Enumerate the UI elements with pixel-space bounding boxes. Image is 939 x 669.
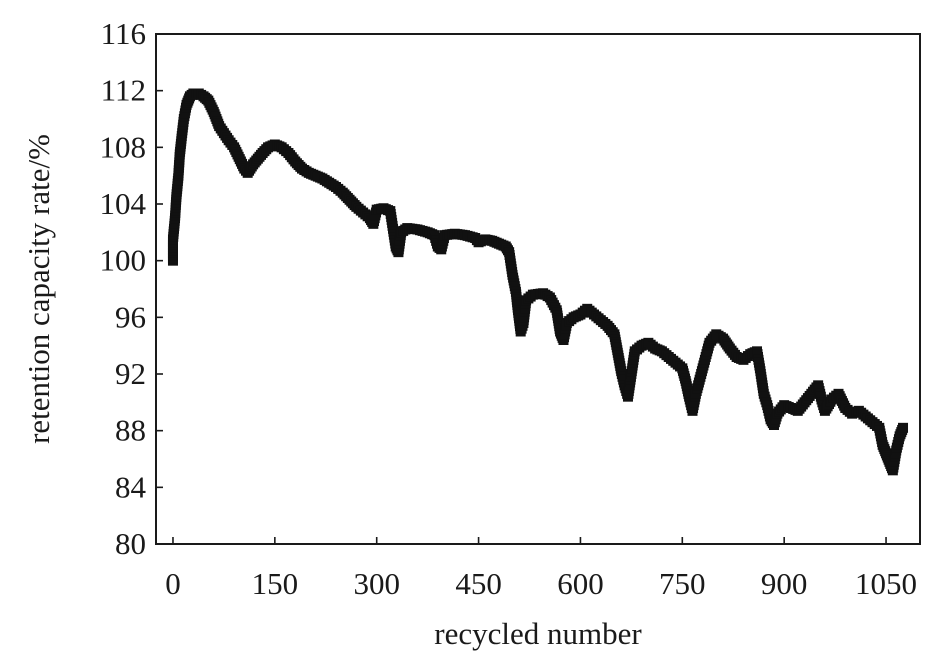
x-tick-label: 450 bbox=[455, 566, 502, 601]
x-tick-label: 300 bbox=[353, 566, 400, 601]
x-tick-label: 0 bbox=[165, 566, 181, 601]
y-tick-label: 80 bbox=[115, 526, 146, 561]
y-tick-label: 112 bbox=[101, 73, 146, 108]
y-tick-label: 88 bbox=[115, 413, 146, 448]
x-tick-label: 750 bbox=[659, 566, 706, 601]
x-axis-title: recycled number bbox=[434, 616, 642, 651]
y-tick-label: 104 bbox=[100, 186, 147, 221]
y-tick-label: 116 bbox=[101, 16, 146, 51]
plot-frame bbox=[155, 33, 921, 545]
x-tick-label: 600 bbox=[557, 566, 604, 601]
y-axis: 80 84 88 92 96 100 104 108 112 116 bbox=[100, 16, 163, 561]
x-tick-label: 900 bbox=[761, 566, 808, 601]
y-axis-title: retention capacity rate/% bbox=[21, 134, 56, 444]
x-tick-label: 150 bbox=[252, 566, 299, 601]
data-series bbox=[167, 88, 909, 476]
x-tick-label: 1050 bbox=[855, 566, 917, 601]
y-tick-label: 96 bbox=[115, 299, 146, 334]
y-tick-label: 92 bbox=[115, 356, 146, 391]
y-tick-label: 100 bbox=[100, 243, 147, 278]
data-point bbox=[898, 422, 909, 433]
x-axis: 0 150 300 450 600 750 900 1050 bbox=[165, 537, 917, 601]
y-tick-label: 108 bbox=[100, 129, 147, 164]
y-tick-label: 84 bbox=[115, 469, 147, 504]
